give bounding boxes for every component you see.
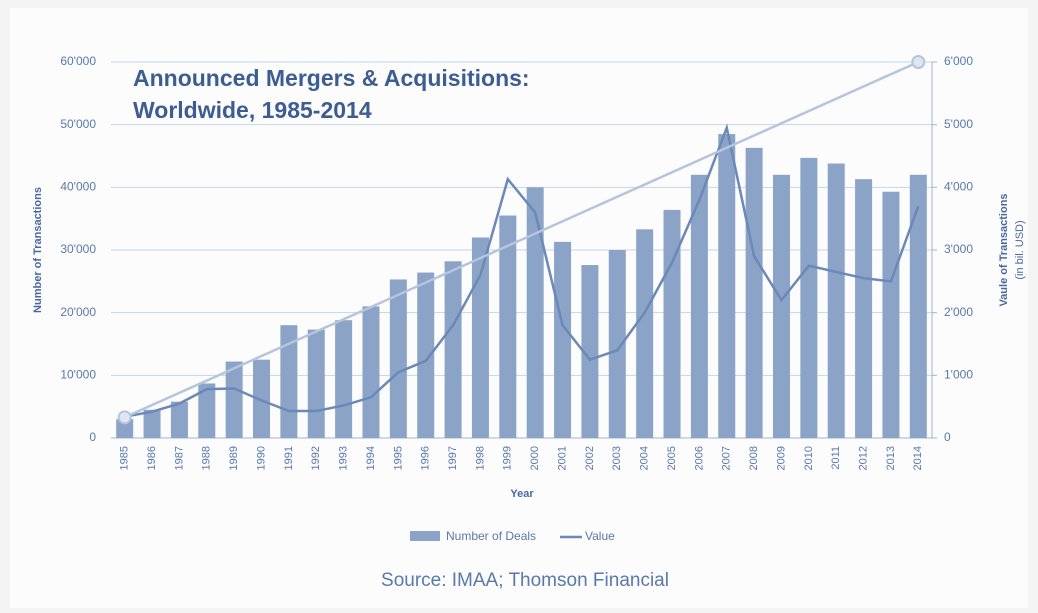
chart-title: Worldwide, 1985-2014 bbox=[133, 97, 372, 123]
bar bbox=[170, 401, 188, 438]
x-tick-label: 1992 bbox=[310, 446, 322, 470]
x-tick-label: 2000 bbox=[529, 446, 541, 470]
y2-tick-label: 5'000 bbox=[944, 117, 973, 131]
y-tick-label: 0 bbox=[89, 430, 96, 444]
y2-tick-label: 0 bbox=[944, 430, 951, 444]
x-tick-label: 2010 bbox=[803, 446, 815, 470]
bar bbox=[718, 134, 736, 439]
x-tick-label: 2011 bbox=[830, 446, 842, 470]
y2-axis-label: Vaule of Transactions bbox=[998, 193, 1010, 306]
bar bbox=[882, 191, 900, 438]
bar bbox=[608, 250, 626, 438]
bar bbox=[471, 237, 489, 438]
trend-end bbox=[117, 410, 132, 425]
bar bbox=[827, 163, 845, 438]
x-tick-label: 2007 bbox=[721, 446, 733, 470]
y-tick-label: 50'000 bbox=[60, 117, 96, 131]
legend-label: Value bbox=[585, 529, 615, 543]
value-line bbox=[124, 123, 920, 418]
bar bbox=[772, 174, 790, 439]
x-tick-label: 2005 bbox=[666, 446, 678, 470]
y-tick-label: 30'000 bbox=[60, 242, 96, 256]
bar bbox=[690, 174, 708, 439]
y2-tick-label: 1'000 bbox=[944, 368, 973, 382]
x-tick-label: 2001 bbox=[556, 446, 568, 470]
x-axis-label: Year bbox=[510, 488, 534, 500]
x-tick-label: 2012 bbox=[857, 446, 869, 470]
x-tick-label: 1989 bbox=[228, 446, 240, 470]
bar bbox=[909, 174, 927, 439]
bar bbox=[663, 209, 681, 438]
bar bbox=[389, 279, 407, 438]
x-tick-label: 1996 bbox=[420, 446, 432, 470]
bar bbox=[855, 179, 873, 439]
x-tick-label: 2014 bbox=[912, 446, 924, 470]
x-tick-label: 1994 bbox=[365, 446, 377, 470]
y2-tick-label: 4'000 bbox=[944, 180, 973, 194]
x-tick-label: 1988 bbox=[201, 446, 213, 470]
bar bbox=[143, 409, 161, 438]
bar bbox=[745, 147, 763, 438]
bar bbox=[198, 383, 216, 438]
bar bbox=[581, 265, 599, 438]
legend-swatch bbox=[410, 531, 440, 541]
bar bbox=[116, 419, 134, 438]
x-tick-label: 1999 bbox=[502, 446, 514, 470]
trend-line bbox=[124, 60, 919, 419]
bar bbox=[444, 261, 462, 438]
bar bbox=[526, 187, 544, 438]
bar bbox=[554, 241, 572, 438]
y-tick-label: 10'000 bbox=[60, 368, 96, 382]
x-tick-label: 1985 bbox=[119, 446, 131, 470]
source: Source: IMAA; Thomson Financial bbox=[381, 570, 669, 591]
bar bbox=[636, 229, 654, 438]
x-tick-label: 1987 bbox=[173, 446, 185, 470]
bar bbox=[253, 359, 271, 438]
x-tick-label: 1997 bbox=[447, 446, 459, 470]
y-tick-label: 40'000 bbox=[60, 180, 96, 194]
x-tick-label: 1986 bbox=[146, 446, 158, 470]
legend-label: Number of Deals bbox=[446, 529, 536, 543]
x-tick-label: 1998 bbox=[474, 446, 486, 470]
chart-title: Announced Mergers & Acquisitions: bbox=[133, 65, 530, 91]
x-tick-label: 2004 bbox=[639, 446, 651, 470]
x-tick-label: 1995 bbox=[392, 446, 404, 470]
y-tick-label: 20'000 bbox=[60, 305, 96, 319]
x-tick-label: 1991 bbox=[283, 446, 295, 470]
bar bbox=[499, 215, 517, 438]
y-axis-label: Number of Transactions bbox=[32, 187, 44, 313]
bar bbox=[417, 272, 435, 438]
x-tick-label: 1993 bbox=[338, 446, 350, 470]
x-tick-label: 2002 bbox=[584, 446, 596, 470]
x-tick-label: 2003 bbox=[611, 446, 623, 470]
y2-tick-label: 6'000 bbox=[944, 54, 973, 68]
bar bbox=[800, 157, 818, 438]
y2-tick-label: 2'000 bbox=[944, 305, 973, 319]
x-tick-label: 2008 bbox=[748, 446, 760, 470]
x-tick-label: 2013 bbox=[885, 446, 897, 470]
bar bbox=[362, 306, 380, 438]
y-tick-label: 60'000 bbox=[60, 54, 96, 68]
trend-end bbox=[911, 55, 926, 69]
x-tick-label: 2009 bbox=[775, 446, 787, 470]
bar bbox=[225, 361, 243, 438]
y2-axis-label: (in bil. USD) bbox=[1014, 220, 1026, 279]
x-tick-label: 2006 bbox=[693, 446, 705, 470]
bar bbox=[335, 320, 353, 438]
x-tick-label: 1990 bbox=[255, 446, 267, 470]
y2-tick-label: 3'000 bbox=[944, 242, 973, 256]
bar bbox=[307, 329, 325, 438]
